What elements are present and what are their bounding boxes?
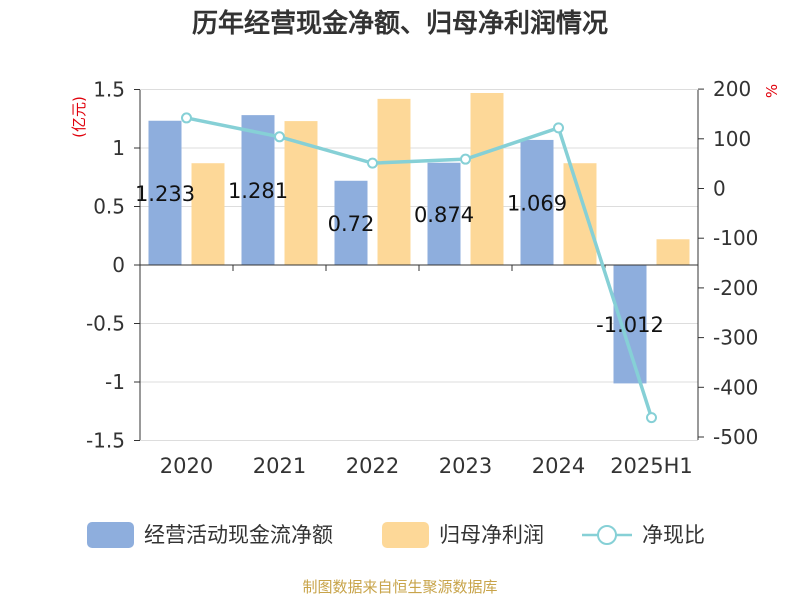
right-tick-label: -100 <box>713 226 758 250</box>
ratio-point <box>181 112 192 124</box>
bar-netprofit <box>563 163 597 265</box>
ratio-point <box>553 122 564 134</box>
legend-label-cashflow: 经营活动现金流净额 <box>144 523 333 547</box>
ratio-line <box>186 116 654 419</box>
right-tick-label: -400 <box>713 375 758 399</box>
line-layer <box>181 112 657 424</box>
data-label: 1.281 <box>228 179 288 203</box>
left-tick-label: 0 <box>112 253 125 277</box>
right-tick-label: -200 <box>713 276 758 300</box>
left-tick-label: -1 <box>105 370 125 394</box>
bar-cashflow <box>241 115 275 265</box>
x-tick-label: 2022 <box>346 454 399 478</box>
ratio-point <box>274 131 285 143</box>
bar-cashflow <box>520 139 554 265</box>
bar-netprofit <box>656 239 690 265</box>
right-tick-label: 200 <box>713 77 751 101</box>
chart-title: 历年经营现金净额、归母净利润情况 <box>192 8 608 39</box>
bars-layer <box>148 93 690 384</box>
legend-swatch-cashflow <box>87 522 134 548</box>
bar-netprofit <box>470 93 504 265</box>
left-tick-label: 1.5 <box>93 78 125 102</box>
right-tick-label: 100 <box>713 127 751 151</box>
data-labels: 1.233 1.281 0.72 0.874 1.069 -1.012 <box>135 179 664 337</box>
ratio-point <box>646 412 657 424</box>
left-tick-label: -1.5 <box>86 429 125 453</box>
right-axis-unit: % <box>763 84 781 98</box>
x-tick-label: 2024 <box>532 454 585 478</box>
ratio-point <box>367 157 378 169</box>
left-tick-label: -0.5 <box>86 312 125 336</box>
bar-cashflow <box>148 120 182 265</box>
data-label: 0.72 <box>328 212 375 236</box>
bar-netprofit <box>191 163 225 265</box>
bar-cashflow <box>334 180 368 265</box>
legend-label-ratio: 净现比 <box>642 523 705 547</box>
legend-marker-ratio <box>597 525 617 545</box>
x-tick-label: 2020 <box>160 454 213 478</box>
source-note: 制图数据来自恒生聚源数据库 <box>302 578 497 596</box>
right-tick-label: 0 <box>713 177 726 201</box>
data-label: -1.012 <box>596 313 664 337</box>
x-tick-label: 2023 <box>439 454 492 478</box>
left-tick-label: 0.5 <box>93 195 125 219</box>
legend-swatch-netprofit <box>382 522 429 548</box>
left-axis-unit: (亿元) <box>70 96 88 138</box>
data-label: 1.233 <box>135 182 195 206</box>
ratio-point <box>460 153 471 165</box>
legend: 经营活动现金流净额 归母净利润 净现比 <box>87 522 705 548</box>
bar-cashflow <box>427 162 461 265</box>
bar-netprofit <box>377 98 411 265</box>
data-label: 0.874 <box>414 203 474 227</box>
axes: 1.5 1 0.5 0 -0.5 -1 -1.5 200 100 0 -100 -200 -300 -40… <box>86 77 758 478</box>
right-tick-label: -300 <box>713 326 758 350</box>
legend-label-netprofit: 归母净利润 <box>439 523 544 547</box>
left-tick-label: 1 <box>112 136 125 160</box>
grid-lines <box>140 89 698 441</box>
bar-cashflow <box>613 265 647 384</box>
x-tick-label: 2021 <box>253 454 306 478</box>
data-label: 1.069 <box>507 191 567 215</box>
right-tick-label: -500 <box>713 425 758 449</box>
x-tick-label: 2025H1 <box>610 454 693 478</box>
